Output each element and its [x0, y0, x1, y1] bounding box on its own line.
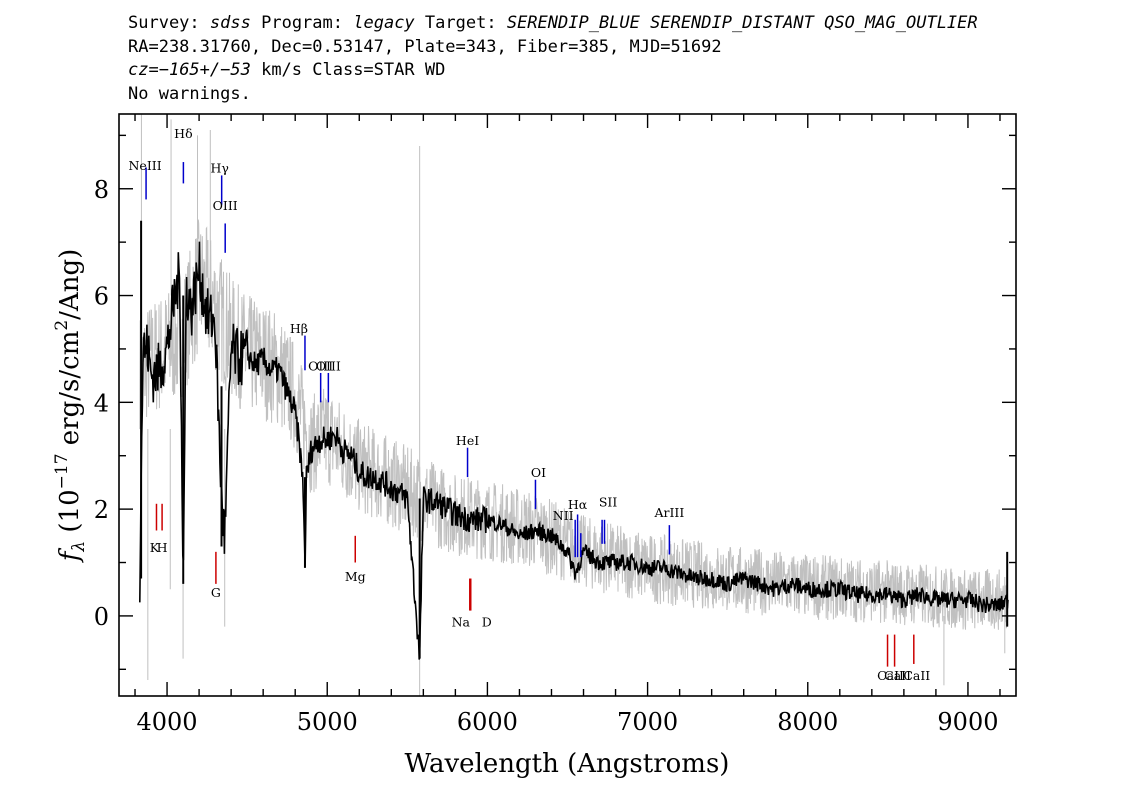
x-axis-title: Wavelength (Angstroms)	[405, 749, 730, 779]
absorption-label-d: D	[482, 615, 492, 630]
y-tick-label: 6	[94, 283, 109, 311]
emission-label-hei: HeI	[456, 433, 479, 448]
axis-ticks: 4000 5000 6000 7000 8000 9000 0 2 4 6 8	[94, 114, 1016, 736]
absorption-label-caii: CaII	[884, 668, 911, 683]
absorption-label-h: H	[157, 540, 168, 555]
emission-label-hβ: Hβ	[290, 321, 308, 336]
flux-trace	[139, 241, 1009, 660]
emission-label-nii: NII	[553, 508, 574, 523]
y-axis-title: fλ (10−17 erg/s/cm2/Ang)	[52, 249, 89, 564]
header-line-survey: Survey: sdss Program: legacy Target: SER…	[128, 12, 978, 36]
y-axis-mid: erg/s/cm	[55, 331, 85, 454]
y-axis-open: (10	[55, 489, 85, 541]
emission-label-oiii: OIII	[316, 358, 341, 373]
class-text: km/s Class=STAR WD	[250, 60, 446, 80]
target-value: SERENDIP_BLUE SERENDIP_DISTANT QSO_MAG_O…	[506, 13, 978, 33]
program-label: Program:	[261, 13, 343, 33]
spectrum-header: Survey: sdss Program: legacy Target: SER…	[128, 12, 978, 106]
absorption-label-mg: Mg	[345, 569, 366, 584]
emission-label-ariii: ArIII	[653, 505, 684, 520]
survey-label: Survey:	[128, 13, 200, 33]
x-tick-label: 4000	[137, 708, 198, 736]
y-tick-label: 4	[94, 389, 109, 417]
y-tick-label: 2	[94, 496, 109, 524]
emission-label-oi: OI	[531, 465, 546, 480]
y-axis-exp2: 2	[52, 320, 72, 331]
cz-label: cz=	[128, 60, 159, 80]
program-value: legacy	[353, 13, 415, 33]
x-tick-label: 7000	[617, 708, 678, 736]
absorption-label-g: G	[211, 585, 221, 600]
y-axis-close: /Ang)	[55, 249, 85, 320]
absorption-label-na: Na	[452, 615, 471, 630]
y-axis-exp1: −17	[52, 453, 72, 489]
y-tick-label: 0	[94, 603, 109, 631]
y-axis-lambda: λ	[69, 541, 89, 553]
header-line-warnings: No warnings.	[128, 83, 251, 104]
absorption-label-caii: CaII	[903, 668, 930, 683]
header-line-redshift: cz=−165+/−53 km/s Class=STAR WD	[128, 59, 978, 83]
x-tick-label: 5000	[297, 708, 358, 736]
y-tick-label: 8	[94, 176, 109, 204]
emission-label-hδ: Hδ	[174, 126, 192, 141]
x-tick-label: 6000	[457, 708, 518, 736]
x-tick-label: 8000	[777, 708, 838, 736]
flux-layer	[139, 220, 1009, 660]
cz-value: −165+/−53	[158, 60, 251, 80]
absorption-label-k: K	[150, 540, 160, 555]
emission-label-hγ: Hγ	[210, 161, 228, 176]
plot-frame	[118, 113, 1017, 697]
emission-label-hα: Hα	[568, 497, 588, 512]
target-label: Target:	[424, 13, 497, 33]
error-envelope	[139, 114, 1009, 686]
x-tick-label: 9000	[937, 708, 998, 736]
absorption-label-caii: CaII	[877, 668, 904, 683]
header-line-coords: RA=238.31760, Dec=0.53147, Plate=343, Fi…	[128, 36, 722, 57]
survey-value: sdss	[209, 13, 251, 33]
emission-label-neiii: NeIII	[128, 158, 161, 173]
emission-label-oiii: OIII	[213, 198, 238, 213]
emission-label-sii: SII	[599, 494, 618, 509]
emission-label-oiii: OIII	[308, 358, 333, 373]
